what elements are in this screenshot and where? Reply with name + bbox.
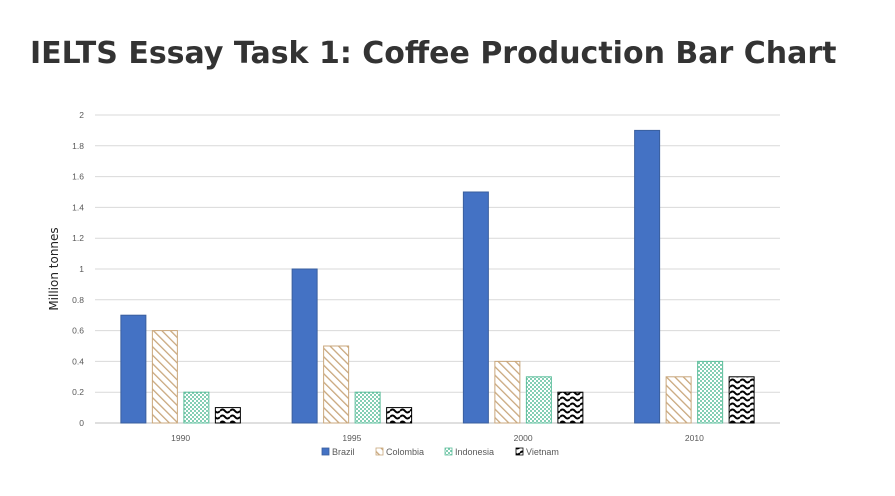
- bar-vietnam-1990: [214, 407, 241, 424]
- y-tick-label: 1.6: [72, 172, 84, 182]
- legend-label-indonesia: Indonesia: [455, 447, 494, 457]
- x-axis-ticks: 1990 1995 2000 2010: [171, 433, 704, 443]
- bars: [120, 129, 755, 424]
- page-title: IELTS Essay Task 1: Coffee Production Ba…: [30, 36, 837, 71]
- legend-label-colombia: Colombia: [386, 447, 424, 457]
- bar-brazil-2010: [634, 129, 661, 424]
- bar-brazil-1990: [120, 314, 147, 424]
- bar-indonesia-2010: [697, 360, 724, 424]
- y-tick-label: 0: [79, 418, 84, 428]
- y-tick-label: 2: [79, 110, 84, 120]
- legend-swatch-colombia: [375, 447, 384, 456]
- y-tick-label: 0.6: [72, 326, 84, 336]
- y-tick-label: 1: [79, 264, 84, 274]
- legend-label-brazil: Brazil: [332, 447, 355, 457]
- legend-swatch-vietnam: [515, 447, 524, 456]
- bar-brazil-2000: [462, 191, 489, 424]
- bar-vietnam-2010: [728, 376, 755, 424]
- x-tick-label: 1990: [171, 433, 190, 443]
- bar-indonesia-1995: [354, 391, 381, 424]
- legend-swatch-indonesia: [444, 447, 453, 456]
- legend-label-vietnam: Vietnam: [526, 447, 559, 457]
- bar-colombia-1995: [323, 345, 350, 424]
- bar-vietnam-2000: [557, 391, 584, 424]
- x-tick-label: 2010: [685, 433, 704, 443]
- bar-brazil-1995: [291, 268, 318, 424]
- gridlines: [95, 114, 780, 424]
- bar-colombia-2010: [665, 376, 692, 424]
- y-axis-ticks: 0 0.2 0.4 0.6 0.8 1 1.2 1.4 1.6 1.8 2: [72, 110, 84, 428]
- legend-swatch-brazil: [321, 447, 330, 456]
- y-tick-label: 1.4: [72, 202, 84, 212]
- bar-colombia-2000: [494, 360, 521, 424]
- bar-indonesia-2000: [525, 376, 552, 424]
- y-tick-label: 1.2: [72, 233, 84, 243]
- bar-colombia-1990: [151, 330, 178, 424]
- y-tick-label: 0.4: [72, 356, 84, 366]
- x-tick-label: 1995: [342, 433, 361, 443]
- y-axis-label: Million tonnes: [47, 227, 61, 310]
- x-tick-label: 2000: [514, 433, 533, 443]
- bar-vietnam-1995: [386, 407, 413, 424]
- bar-indonesia-1990: [183, 391, 210, 424]
- legend: Brazil Colombia Indonesia Vietnam: [321, 447, 559, 457]
- y-tick-label: 0.8: [72, 295, 84, 305]
- y-tick-label: 1.8: [72, 141, 84, 151]
- y-tick-label: 0.2: [72, 387, 84, 397]
